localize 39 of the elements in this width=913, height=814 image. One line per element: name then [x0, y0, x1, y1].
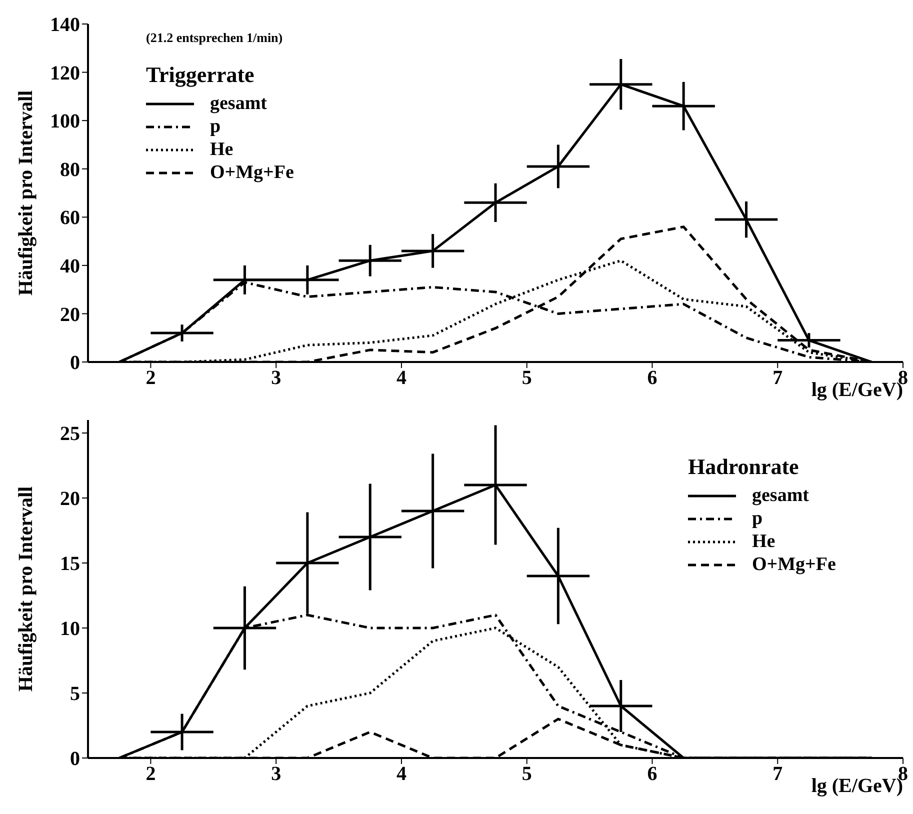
legend-label: gesamt — [752, 484, 809, 507]
y-axis-title: Häufigkeit pro Intervall — [15, 90, 37, 296]
y-tick-label: 60 — [60, 207, 80, 230]
y-tick-label: 20 — [60, 488, 80, 510]
x-tick-label: 3 — [271, 367, 282, 390]
y-tick-label: 0 — [70, 748, 80, 770]
x-tick-label: 7 — [772, 367, 783, 390]
y-tick-label: 140 — [50, 14, 80, 36]
y-tick-label: 120 — [50, 62, 80, 84]
y-tick-label: 15 — [60, 553, 80, 576]
x-tick-label: 2 — [146, 763, 156, 786]
y-tick-label: 10 — [60, 618, 80, 640]
x-tick-label: 6 — [647, 367, 658, 390]
legend-label: p — [752, 507, 763, 530]
y-tick-label: 100 — [50, 110, 80, 133]
x-tick-label: 4 — [396, 763, 406, 786]
x-tick-label: 5 — [522, 763, 532, 786]
y-tick-label: 25 — [60, 423, 80, 446]
y-tick-label: 80 — [60, 158, 80, 181]
legend-label: O+Mg+Fe — [752, 553, 836, 576]
legend-label: p — [210, 115, 221, 138]
annotation: (21.2 entsprechen 1/min) — [146, 30, 284, 46]
legend-title: Triggerrate — [146, 62, 256, 88]
legend-label: He — [752, 530, 776, 553]
x-tick-label: 6 — [647, 763, 658, 786]
x-tick-label: 5 — [522, 367, 532, 390]
y-tick-label: 20 — [60, 304, 80, 326]
y-tick-label: 0 — [70, 352, 80, 374]
y-axis-title: Häufigkeit pro Intervall — [15, 486, 37, 692]
legend-label: O+Mg+Fe — [210, 161, 294, 184]
x-tick-label: 7 — [772, 763, 783, 786]
x-tick-label: 3 — [271, 763, 282, 786]
y-tick-label: 40 — [60, 256, 80, 278]
x-tick-label: 4 — [396, 367, 406, 390]
x-tick-label: 2 — [146, 367, 156, 390]
legend-title: Hadronrate — [688, 454, 800, 480]
legend-label: gesamt — [210, 92, 267, 115]
legend-label: He — [210, 138, 234, 161]
y-tick-label: 5 — [70, 683, 80, 706]
